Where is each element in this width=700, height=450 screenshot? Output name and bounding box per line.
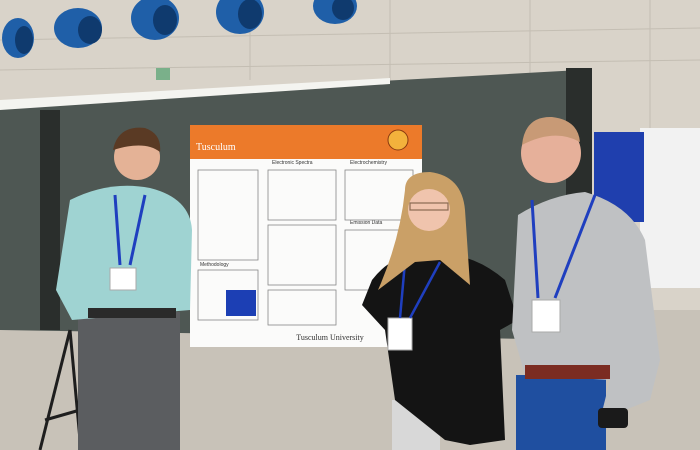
poster-figures bbox=[197, 169, 414, 326]
partition-post bbox=[40, 110, 60, 330]
curtain bbox=[640, 128, 700, 288]
poster-section: Methodology bbox=[200, 262, 229, 268]
poster-footer: Tusculum University bbox=[296, 333, 364, 342]
person-left bbox=[56, 127, 192, 450]
poster-section: Emission Data bbox=[350, 220, 382, 226]
poster-section: Electronic Spectra bbox=[272, 160, 313, 166]
person-center bbox=[362, 172, 518, 450]
poster-section: Electrochemistry bbox=[350, 160, 387, 166]
poster-image bbox=[226, 290, 256, 316]
person-right bbox=[512, 116, 660, 450]
wall-panels bbox=[0, 0, 700, 130]
poster-header-text: Tusculum bbox=[196, 142, 236, 153]
light-strip bbox=[0, 78, 390, 110]
poster-header bbox=[190, 125, 422, 159]
exit-sign bbox=[156, 68, 170, 80]
poster-seal bbox=[387, 129, 409, 151]
duct-openings bbox=[15, 0, 354, 54]
